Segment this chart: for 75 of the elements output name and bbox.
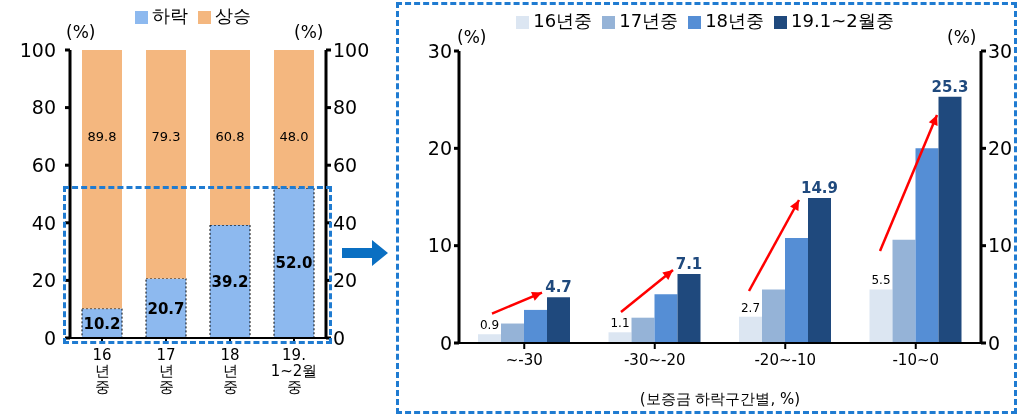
x-tick-label: 16 년 중 [92,346,112,396]
bar [677,273,701,343]
bar [524,309,547,343]
bar [478,334,501,343]
data-label: 60.8 [215,129,245,145]
y-tick-label: 10 [427,234,452,257]
bar [739,316,762,343]
bar [785,237,808,343]
legend-label: 상승 [215,5,251,26]
x-tick-label: 19. 1~2월 중 [270,346,318,396]
legend-label: 17년중 [619,10,679,31]
data-label: 1.1 [610,316,630,331]
data-label: 39.2 [211,272,249,291]
bar [808,197,831,343]
data-label: 79.3 [151,129,181,145]
data-label: 2.7 [740,300,761,315]
bar [501,323,524,343]
y2-tick-label: 100 [333,38,370,61]
bar [82,50,122,309]
legend-label: 18년중 [705,10,765,31]
y2-tick-label: 60 [333,153,358,176]
x-tick-label: 18 년 중 [220,346,240,396]
bar [274,50,314,189]
bar [146,50,186,279]
data-label: 0.9 [479,318,500,333]
bar [210,50,250,226]
y-tick-label: 60 [31,153,56,176]
y2-tick-label: 20 [333,269,358,292]
bar [938,96,962,343]
data-label: 20.7 [147,299,185,318]
y2-tick-label: 80 [333,96,358,119]
x-tick-label: -30~-20 [623,351,686,369]
bar [654,294,678,343]
y-axis-title: (%) [457,27,487,47]
y2-axis-title: (%) [947,27,977,47]
bar [762,289,785,343]
data-label: 5.5 [871,273,891,288]
data-label: 7.1 [675,254,703,273]
y-tick-label: 20 [427,137,452,160]
y2-axis-title: (%) [294,22,324,42]
y-tick-label: 0 [43,326,56,349]
bar [892,239,916,343]
data-label: 89.8 [87,129,117,145]
y-tick-label: 100 [19,38,56,61]
data-label: 4.7 [545,278,572,297]
y2-tick-label: 30 [988,39,1013,62]
y-tick-label: 80 [31,96,56,119]
data-label: 25.3 [931,77,969,96]
y2-tick-label: 0 [988,331,1001,354]
y-tick-label: 0 [439,331,452,354]
legend-label: 19.1~2월중 [791,10,894,31]
data-label: 52.0 [275,254,313,273]
data-label: 48.0 [279,129,309,145]
bar [631,317,655,343]
legend-label: 16년중 [533,10,593,31]
x-axis-title: (보증금 하락구간별, %) [639,390,801,408]
y-axis-title: (%) [66,22,96,42]
bar [608,332,632,343]
legend-label: 하락 [152,5,188,26]
data-label: 10.2 [83,314,121,333]
y-tick-label: 40 [31,211,56,234]
y-tick-label: 20 [31,269,56,292]
x-tick-label: 17 년 중 [156,346,176,396]
bar [869,289,893,343]
y2-tick-label: 20 [988,137,1013,160]
bar [915,148,939,343]
y2-tick-label: 0 [333,326,346,349]
data-label: 14.9 [800,178,839,197]
x-tick-label: -10~0 [892,351,940,369]
x-tick-label: ~-30 [505,351,543,369]
x-tick-label: -20~-10 [754,351,817,369]
y2-tick-label: 40 [333,211,358,234]
bar [547,297,570,343]
y2-tick-label: 10 [988,234,1013,257]
y-tick-label: 30 [427,39,452,62]
